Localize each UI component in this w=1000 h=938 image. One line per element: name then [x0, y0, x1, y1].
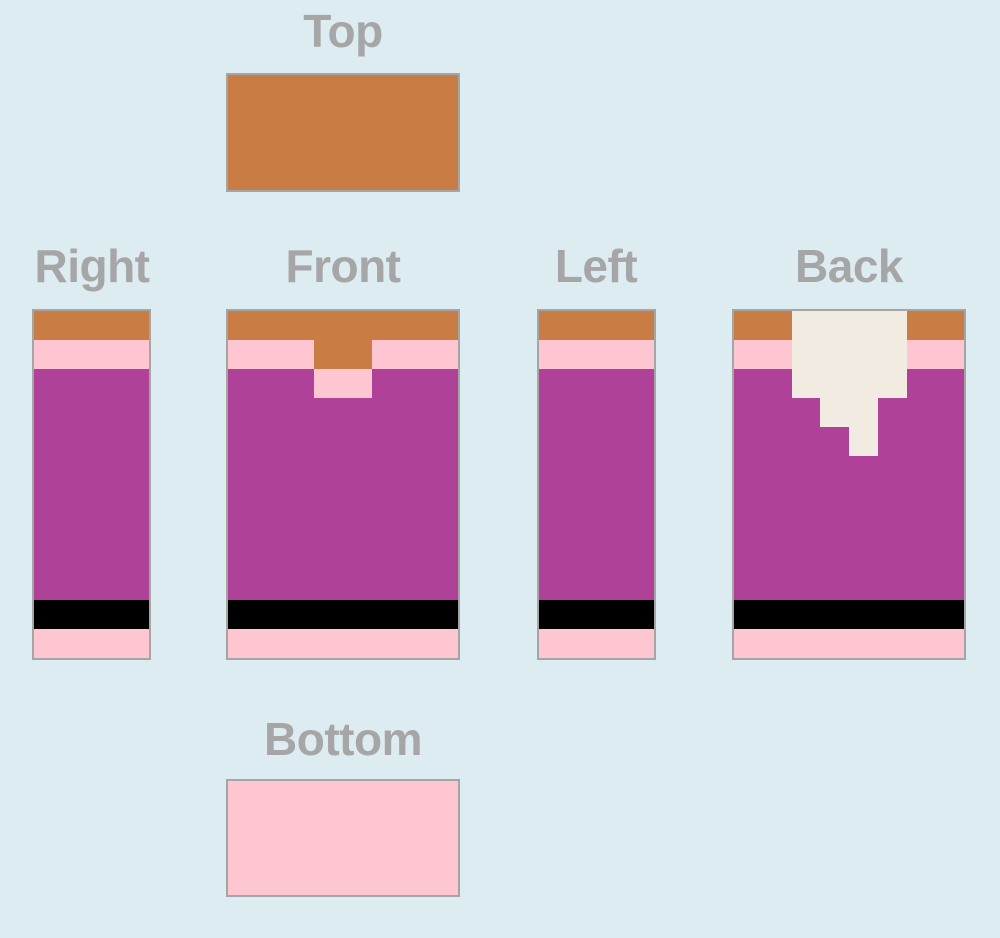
face-canvas-back[interactable] — [734, 311, 964, 658]
pixel-rect-trim — [539, 600, 654, 630]
pixel-rect-back_hair — [791, 311, 907, 398]
pixel-rect-hair — [314, 339, 372, 369]
face-panel-right — [32, 309, 151, 660]
face-label-bottom: Bottom — [264, 713, 422, 765]
pixel-rect-trim — [228, 600, 458, 630]
pixel-rect-skin — [734, 629, 964, 658]
pixel-rect-skin — [228, 781, 458, 895]
face-panel-back — [732, 309, 966, 660]
face-label-left: Left — [554, 240, 638, 292]
pixel-rect-skin — [228, 629, 458, 658]
face-canvas-right[interactable] — [34, 311, 149, 658]
face-canvas-front[interactable] — [228, 311, 458, 658]
pixel-rect-dress — [34, 368, 149, 601]
face-panel-top — [226, 73, 460, 192]
face-label-front: Front — [285, 240, 401, 292]
pixel-rect-skin — [34, 629, 149, 658]
pixel-rect-dress — [228, 368, 458, 601]
pixel-rect-skin — [539, 339, 654, 369]
pixel-rect-trim — [734, 600, 964, 630]
pixel-rect-dress — [539, 368, 654, 601]
face-canvas-top[interactable] — [228, 75, 458, 190]
pixel-rect-trim — [34, 600, 149, 630]
pixel-rect-back_hair — [849, 426, 878, 456]
face-panel-front — [226, 309, 460, 660]
face-label-top: Top — [303, 5, 383, 57]
face-label-back: Back — [795, 240, 903, 292]
pixel-rect-hair — [34, 311, 149, 340]
pixel-rect-back_hair — [820, 397, 878, 427]
pixel-rect-hair — [228, 311, 458, 340]
pixel-rect-hair — [539, 311, 654, 340]
pixel-rect-hair — [228, 75, 458, 190]
face-canvas-left[interactable] — [539, 311, 654, 658]
pixel-rect-skin — [34, 339, 149, 369]
pixel-rect-skin — [539, 629, 654, 658]
face-panel-bottom — [226, 779, 460, 897]
pixel-rect-skin — [314, 368, 372, 398]
face-panel-left — [537, 309, 656, 660]
face-label-right: Right — [34, 240, 150, 292]
face-canvas-bottom[interactable] — [228, 781, 458, 895]
